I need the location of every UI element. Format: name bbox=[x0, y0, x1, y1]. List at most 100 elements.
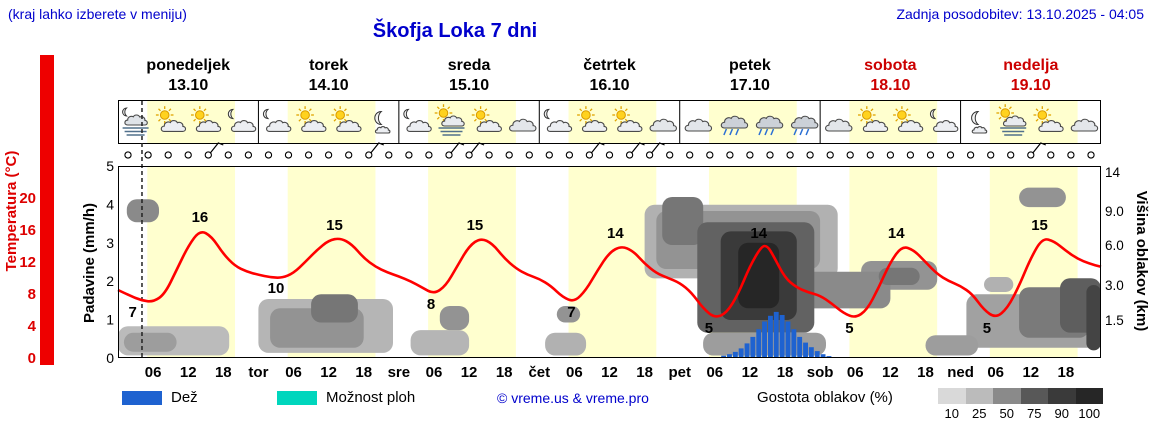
wind-calm-icon bbox=[706, 151, 714, 159]
weather-icon-rain bbox=[790, 115, 819, 136]
x-tick-label: 06 bbox=[566, 364, 583, 381]
daylight-band bbox=[989, 101, 1078, 143]
sun-ray-icon bbox=[308, 108, 312, 112]
wind-calm-icon bbox=[525, 151, 533, 159]
daylight-band bbox=[428, 166, 516, 358]
rain-bar bbox=[808, 347, 814, 358]
weather-icon-sun-cloud bbox=[857, 106, 889, 132]
moon-icon bbox=[543, 108, 551, 120]
sun-icon bbox=[475, 110, 486, 120]
cloud-icon bbox=[1070, 118, 1099, 132]
x-tick-label: ned bbox=[947, 364, 974, 381]
weather-icon-fog-sun bbox=[996, 104, 1027, 136]
day-date: 17.10 bbox=[730, 77, 770, 94]
cloud-blob bbox=[1086, 285, 1101, 351]
wind-calm-icon bbox=[144, 151, 152, 159]
x-tick-label: 18 bbox=[355, 364, 372, 381]
wind-calm-icon bbox=[405, 151, 413, 159]
wind-calm-icon bbox=[244, 151, 253, 159]
rain-bar bbox=[744, 343, 750, 358]
rain-bar bbox=[721, 355, 727, 358]
weather-icon-cloud bbox=[509, 118, 537, 132]
sun-icon bbox=[335, 110, 346, 120]
weather-icon-moon-cloud bbox=[262, 108, 292, 132]
sun-ray-icon bbox=[860, 118, 864, 122]
rain-bar bbox=[785, 321, 791, 358]
sun-ray-icon bbox=[905, 118, 909, 122]
weather-icon-fog-moon bbox=[122, 107, 149, 136]
sun-ray-icon bbox=[895, 118, 899, 122]
x-tick-label: 18 bbox=[917, 364, 934, 381]
wind-row bbox=[124, 142, 1095, 159]
cloud-icon bbox=[755, 115, 784, 129]
x-tick-label: sre bbox=[388, 364, 411, 381]
sun-ray-icon bbox=[447, 106, 451, 110]
wind-calm-icon bbox=[304, 151, 313, 159]
wind-calm-icon bbox=[726, 151, 734, 159]
sun-ray-icon bbox=[895, 108, 899, 112]
sun-ray-icon bbox=[473, 108, 477, 112]
sun-icon bbox=[1037, 110, 1048, 120]
temp-tick-label: 0 bbox=[28, 350, 36, 367]
sun-ray-icon bbox=[193, 108, 197, 112]
wind-calm-icon bbox=[565, 151, 574, 159]
rain-bar bbox=[727, 354, 732, 358]
moon-icon bbox=[122, 107, 128, 117]
sun-icon bbox=[1000, 108, 1011, 118]
x-tick-label: 12 bbox=[742, 364, 759, 381]
wind-calm-icon bbox=[345, 151, 353, 159]
wind-calm-icon bbox=[505, 151, 513, 159]
daylight-band bbox=[287, 101, 376, 143]
temp-tick-label: 8 bbox=[28, 286, 36, 303]
x-tick-label: 18 bbox=[636, 364, 653, 381]
x-tick-label: 18 bbox=[215, 364, 232, 381]
x-tick-label: 12 bbox=[320, 364, 337, 381]
wind-calm-icon bbox=[324, 151, 333, 159]
sun-ray-icon bbox=[203, 108, 207, 112]
weather-icon-sun-cloud bbox=[1033, 106, 1064, 132]
daylight-band bbox=[708, 101, 797, 143]
precip-tick-label: 2 bbox=[106, 273, 114, 289]
sun-ray-icon bbox=[193, 118, 197, 122]
cloud-icon bbox=[971, 125, 988, 134]
sun-ray-icon bbox=[484, 108, 488, 112]
density-scale-cell bbox=[1048, 388, 1076, 404]
rain-bar bbox=[738, 348, 744, 358]
weather-icon-sun-cloud bbox=[296, 106, 327, 132]
wind-calm-icon bbox=[1087, 151, 1095, 159]
sun-ray-icon bbox=[624, 108, 628, 112]
wind-calm-icon bbox=[1047, 151, 1055, 159]
sun-ray-icon bbox=[298, 108, 302, 112]
weather-icon-sun-cloud bbox=[331, 106, 362, 132]
cloud-icon bbox=[546, 120, 573, 132]
weather-icon-sun-cloud bbox=[577, 106, 608, 132]
wind-calm-icon bbox=[866, 151, 874, 159]
wind-barb-icon bbox=[450, 142, 465, 154]
wind-calm-icon bbox=[666, 151, 674, 159]
menu-note: (kraj lahko izberete v meniju) bbox=[8, 6, 187, 22]
cloud-icon bbox=[336, 120, 362, 132]
wind-calm-icon bbox=[184, 151, 192, 159]
daylight-band bbox=[428, 101, 516, 143]
sun-ray-icon bbox=[168, 118, 172, 122]
icon-strip bbox=[118, 100, 1101, 144]
day-name: ponedeljek bbox=[146, 57, 230, 74]
sun-ray-icon bbox=[298, 118, 302, 122]
cloud-icon bbox=[649, 118, 677, 132]
x-tick-label: 06 bbox=[285, 364, 302, 381]
wind-calm-icon bbox=[906, 151, 915, 159]
copyright-link[interactable]: © vreme.us & vreme.pro bbox=[497, 390, 649, 406]
density-scale-cell bbox=[938, 388, 966, 404]
cloud-icon bbox=[266, 120, 292, 132]
sun-ray-icon bbox=[168, 108, 172, 112]
sun-ray-icon bbox=[203, 118, 207, 122]
raindrop-icon bbox=[758, 128, 763, 136]
rain-legend-label: Dež bbox=[171, 389, 198, 406]
cloud-blob bbox=[545, 332, 587, 356]
raindrop-icon bbox=[793, 128, 798, 136]
density-scale-cell bbox=[1075, 388, 1103, 404]
rain-bar bbox=[797, 336, 803, 358]
cloud-icon bbox=[933, 120, 959, 132]
wind-barb-icon bbox=[631, 142, 645, 154]
